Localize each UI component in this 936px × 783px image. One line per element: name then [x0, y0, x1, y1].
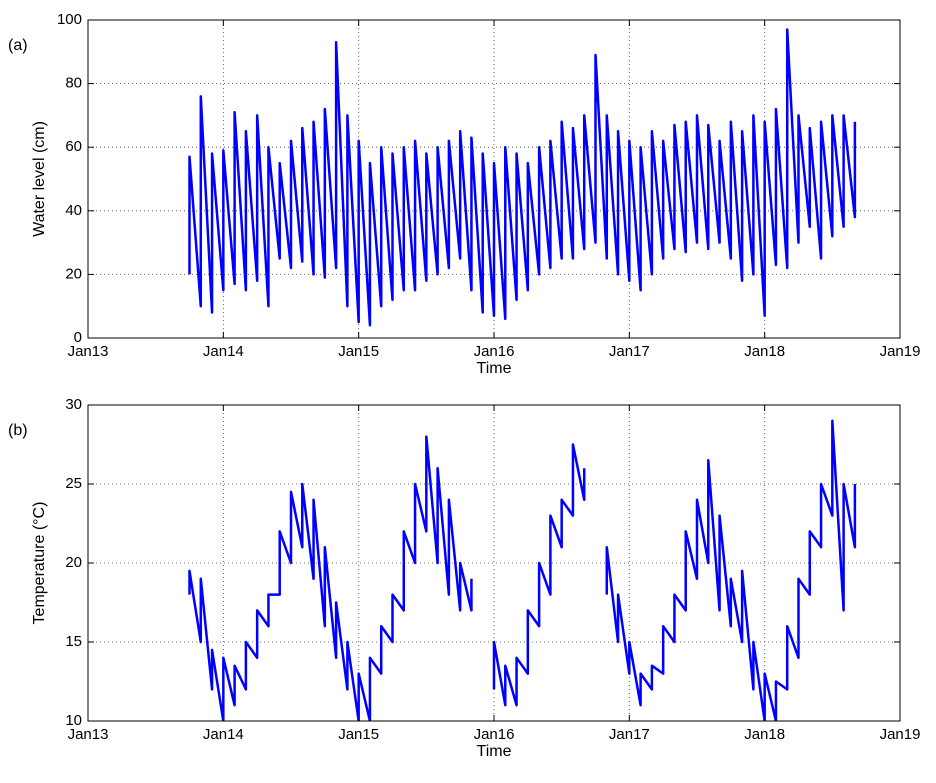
x-axis-label: Time — [477, 743, 512, 760]
data-line — [188, 435, 473, 721]
x-tick-label: Jan18 — [744, 726, 785, 743]
x-tick-label: Jan15 — [338, 726, 379, 743]
x-tick-label: Jan16 — [474, 726, 515, 743]
x-axis-label: Time — [477, 360, 512, 377]
y-tick-label: 60 — [65, 138, 82, 155]
x-tick-label: Jan14 — [203, 343, 244, 360]
y-tick-label: 0 — [74, 329, 82, 346]
plot-frame — [87, 19, 901, 339]
y-tick-label: 100 — [57, 11, 82, 28]
y-tick-label: 40 — [65, 202, 82, 219]
y-tick-label: 30 — [65, 396, 82, 413]
panel-label: (a) — [8, 37, 28, 54]
x-tick-label: Jan13 — [68, 343, 109, 360]
plot-frame — [87, 404, 901, 722]
data-line — [492, 443, 586, 707]
y-axis-label: Temperature (°C) — [31, 502, 48, 625]
x-tick-label: Jan18 — [744, 343, 785, 360]
data-line — [605, 419, 857, 721]
x-tick-label: Jan19 — [880, 726, 921, 743]
x-tick-label: Jan17 — [609, 726, 650, 743]
y-tick-label: 20 — [65, 554, 82, 571]
x-tick-label: Jan15 — [338, 343, 379, 360]
data-line — [188, 28, 857, 327]
y-tick-label: 80 — [65, 75, 82, 92]
x-tick-label: Jan13 — [68, 726, 109, 743]
y-tick-label: 10 — [65, 712, 82, 729]
x-tick-label: Jan19 — [880, 343, 921, 360]
panel-label: (b) — [8, 422, 28, 439]
y-tick-label: 20 — [65, 265, 82, 282]
y-axis-label: Water level (cm) — [31, 121, 48, 237]
x-tick-label: Jan14 — [203, 726, 244, 743]
y-tick-label: 25 — [65, 475, 82, 492]
y-tick-label: 15 — [65, 633, 82, 650]
x-tick-label: Jan17 — [609, 343, 650, 360]
x-tick-label: Jan16 — [474, 343, 515, 360]
